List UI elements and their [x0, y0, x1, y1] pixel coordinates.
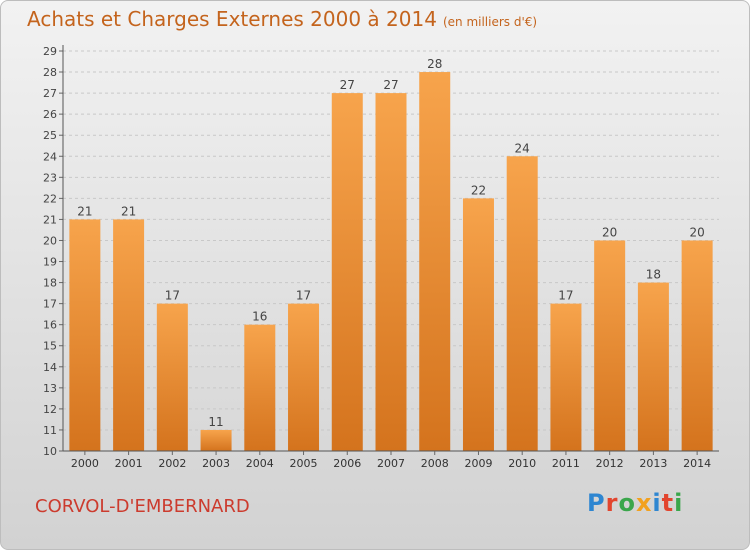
x-tick-label-2013: 2013 — [639, 457, 667, 470]
data-label-2014: 20 — [689, 225, 704, 239]
brand-letter: o — [618, 489, 636, 517]
y-tick-label: 24 — [43, 150, 57, 163]
brand-letter: x — [635, 489, 653, 517]
x-tick-label-2002: 2002 — [158, 457, 186, 470]
bar-2001 — [113, 219, 145, 451]
data-label-2010: 24 — [515, 141, 530, 155]
brand-letter: P — [587, 489, 606, 517]
data-label-2001: 21 — [121, 204, 136, 218]
axes-group: 10 11 12 13 14 15 16 17 18 19 20 21 22 23 24 25 26 27 28 29… — [43, 45, 719, 470]
x-tick-label-2012: 2012 — [596, 457, 624, 470]
x-tick-label-2004: 2004 — [246, 457, 274, 470]
bar-2010 — [506, 156, 538, 451]
data-label-2009: 22 — [471, 183, 486, 197]
brand-letter: r — [605, 489, 619, 517]
x-tick-label-2007: 2007 — [377, 457, 405, 470]
data-label-2002: 17 — [165, 289, 180, 303]
y-tick-label: 13 — [43, 382, 57, 395]
y-tick-label: 22 — [43, 192, 57, 205]
x-tick-label-2001: 2001 — [115, 457, 143, 470]
data-label-2011: 17 — [558, 289, 573, 303]
brand-letter: i — [674, 489, 684, 517]
x-tick-label-2010: 2010 — [508, 457, 536, 470]
bar-2009 — [462, 198, 494, 451]
bar-2005 — [288, 303, 320, 451]
x-tick-label-2006: 2006 — [333, 457, 361, 470]
x-tick-label-2009: 2009 — [464, 457, 492, 470]
bar-2006 — [331, 93, 363, 452]
data-label-2006: 27 — [340, 78, 355, 92]
brand-letter: t — [661, 489, 675, 517]
y-tick-label: 23 — [43, 171, 57, 184]
bar-2013 — [637, 282, 669, 451]
data-label-2012: 20 — [602, 225, 617, 239]
y-tick-label: 28 — [43, 66, 57, 79]
y-tick-label: 26 — [43, 108, 57, 121]
y-tick-label: 11 — [43, 424, 57, 437]
data-label-2000: 21 — [77, 204, 92, 218]
y-tick-label: 29 — [43, 45, 57, 58]
x-tick-label-2008: 2008 — [421, 457, 449, 470]
y-tick-label: 15 — [43, 340, 57, 353]
y-tick-label: 10 — [43, 445, 57, 458]
bar-2000 — [69, 219, 101, 451]
y-tick-label: 16 — [43, 319, 57, 332]
data-label-2005: 17 — [296, 289, 311, 303]
chart-title: Achats et Charges Externes 2000 à 2014 (e… — [27, 7, 537, 31]
bars-group: 21 21 17 11 16 17 27 27 28 22 24 17 20 18 20 — [69, 57, 713, 452]
bar-2002 — [156, 303, 188, 451]
data-label-2004: 16 — [252, 310, 267, 324]
bar-2014 — [681, 240, 713, 451]
y-tick-label: 14 — [43, 361, 57, 374]
data-label-2003: 11 — [208, 415, 223, 429]
y-tick-label: 19 — [43, 256, 57, 269]
bar-2007 — [375, 93, 407, 452]
data-label-2013: 18 — [646, 268, 661, 282]
chart-title-text: Achats et Charges Externes 2000 à 2014 — [27, 7, 437, 31]
data-label-2007: 27 — [383, 78, 398, 92]
y-tick-label: 25 — [43, 129, 57, 142]
y-tick-label: 18 — [43, 277, 57, 290]
y-tick-label: 17 — [43, 298, 57, 311]
city-name: CORVOL-D'EMBERNARD — [35, 496, 250, 517]
x-tick-label-2011: 2011 — [552, 457, 580, 470]
x-tick-label-2005: 2005 — [290, 457, 318, 470]
bar-2003 — [200, 429, 232, 451]
bar-2008 — [419, 72, 451, 451]
chart-unit: (en milliers d'€) — [442, 15, 538, 29]
x-tick-label-2014: 2014 — [683, 457, 711, 470]
x-tick-label-2003: 2003 — [202, 457, 230, 470]
bar-2011 — [550, 303, 582, 451]
bar-2004 — [244, 324, 276, 451]
y-tick-label: 12 — [43, 403, 57, 416]
y-tick-label: 27 — [43, 87, 57, 100]
brand-letter: i — [652, 489, 662, 517]
x-tick-label-2000: 2000 — [71, 457, 99, 470]
bar-2012 — [594, 240, 626, 451]
data-label-2008: 28 — [427, 57, 442, 71]
brand-logo: Proxiti — [587, 489, 683, 517]
y-tick-label: 20 — [43, 234, 57, 247]
y-tick-label: 21 — [43, 213, 57, 226]
